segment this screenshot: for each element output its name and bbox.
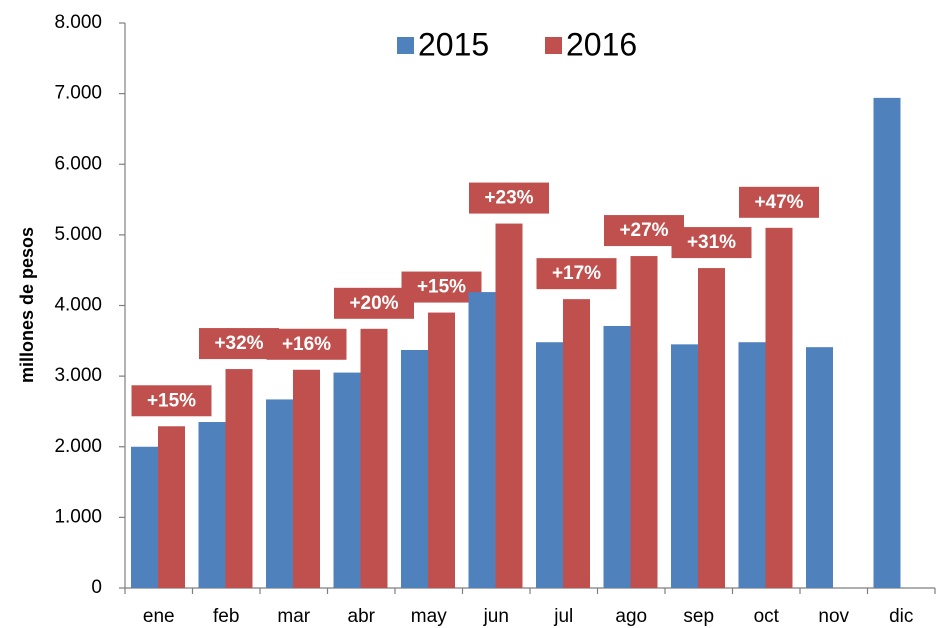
bar	[225, 369, 253, 588]
bar	[333, 372, 361, 588]
legend-label: 2015	[418, 26, 489, 62]
bar	[698, 268, 725, 588]
bar	[765, 227, 793, 588]
x-tick-label: feb	[213, 606, 239, 627]
bar	[401, 349, 428, 588]
annotation-box	[266, 328, 347, 360]
bar	[630, 256, 658, 588]
annotation: +47%	[754, 192, 803, 213]
bar	[131, 446, 158, 588]
x-tick-label: jun	[483, 606, 509, 627]
x-tick-label: ago	[615, 606, 647, 627]
y-axis-label: millones de pesos	[17, 227, 37, 383]
annotation: +16%	[282, 334, 331, 355]
annotation: +15%	[417, 277, 466, 298]
bar	[536, 342, 563, 588]
x-tick-label: dic	[889, 606, 913, 627]
bar	[428, 312, 455, 588]
legend-swatch	[545, 37, 562, 54]
annotation: +27%	[619, 220, 668, 241]
bar	[266, 399, 293, 588]
legend-swatch	[397, 37, 414, 54]
x-tick-label: jul	[553, 606, 573, 627]
x-tick-label: nov	[818, 606, 849, 627]
y-tick-label: 2.000	[54, 436, 102, 457]
bar	[806, 347, 833, 588]
annotation-box	[739, 186, 819, 218]
bar	[603, 325, 631, 588]
annotation: +32%	[214, 333, 263, 354]
y-tick-label: 8.000	[54, 12, 102, 33]
annotation-box	[671, 227, 752, 259]
x-tick-label: oct	[754, 606, 780, 627]
annotation: +20%	[349, 293, 398, 314]
legend-label: 2016	[566, 26, 637, 62]
bar	[738, 342, 766, 588]
bar	[158, 426, 185, 588]
x-tick-label: abr	[348, 606, 376, 627]
bar	[873, 97, 901, 589]
annotation-box	[131, 385, 212, 417]
annotation-box	[334, 287, 414, 319]
annotation: +31%	[687, 232, 736, 253]
bar	[495, 223, 523, 588]
bar	[468, 292, 496, 588]
annotation: +17%	[552, 263, 601, 284]
annotation-box	[199, 328, 279, 360]
annotation-box	[536, 258, 617, 290]
annotation: +23%	[484, 188, 533, 209]
y-tick-label: 3.000	[54, 365, 102, 386]
x-tick-label: mar	[277, 606, 310, 627]
y-tick-label: 5.000	[54, 224, 102, 245]
bar	[563, 299, 590, 588]
y-tick-label: 7.000	[54, 83, 102, 104]
x-tick-label: sep	[683, 606, 714, 627]
y-tick-label: 4.000	[54, 295, 102, 316]
annotation-box	[604, 215, 684, 247]
bar	[293, 369, 320, 588]
bar	[198, 422, 226, 588]
annotation-box	[469, 182, 549, 214]
y-tick-label: 6.000	[54, 153, 102, 174]
bar	[671, 344, 698, 588]
annotation-box	[401, 271, 482, 303]
y-tick-label: 1.000	[54, 506, 102, 527]
x-tick-label: may	[411, 606, 447, 627]
annotation: +15%	[147, 390, 196, 411]
bar	[360, 328, 388, 588]
y-tick-label: 0	[91, 577, 102, 598]
x-tick-label: ene	[143, 606, 175, 627]
